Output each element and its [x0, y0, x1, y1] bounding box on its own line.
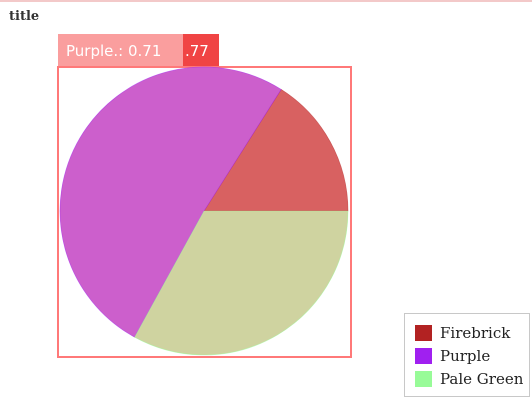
legend-item-pale-green[interactable]: Pale Green	[415, 369, 523, 389]
tooltip-background	[58, 34, 184, 66]
legend: Firebrick Purple Pale Green	[404, 313, 530, 397]
legend-label-firebrick: Firebrick	[440, 324, 511, 342]
legend-item-purple[interactable]: Purple	[415, 346, 490, 366]
legend-label-purple: Purple	[440, 347, 491, 365]
slice-tooltip: Purple.: 0.71 .77	[58, 34, 219, 66]
legend-swatch-purple	[415, 348, 432, 364]
tooltip-background-secondary	[183, 34, 219, 66]
chart-title: title	[9, 9, 40, 24]
pie-slice-firebrick[interactable]	[203, 89, 349, 212]
pie-slice-pale-green[interactable]	[134, 210, 349, 356]
pie-slice-purple[interactable]	[59, 66, 282, 338]
legend-label-pale-green: Pale Green	[440, 370, 524, 388]
legend-item-firebrick[interactable]: Firebrick	[415, 323, 510, 343]
top-border-line	[0, 0, 532, 2]
legend-swatch-firebrick	[415, 325, 432, 341]
tooltip-text-secondary: .77	[185, 42, 209, 60]
legend-swatch-pale-green	[415, 371, 432, 387]
tooltip-text: Purple.: 0.71	[66, 42, 161, 60]
